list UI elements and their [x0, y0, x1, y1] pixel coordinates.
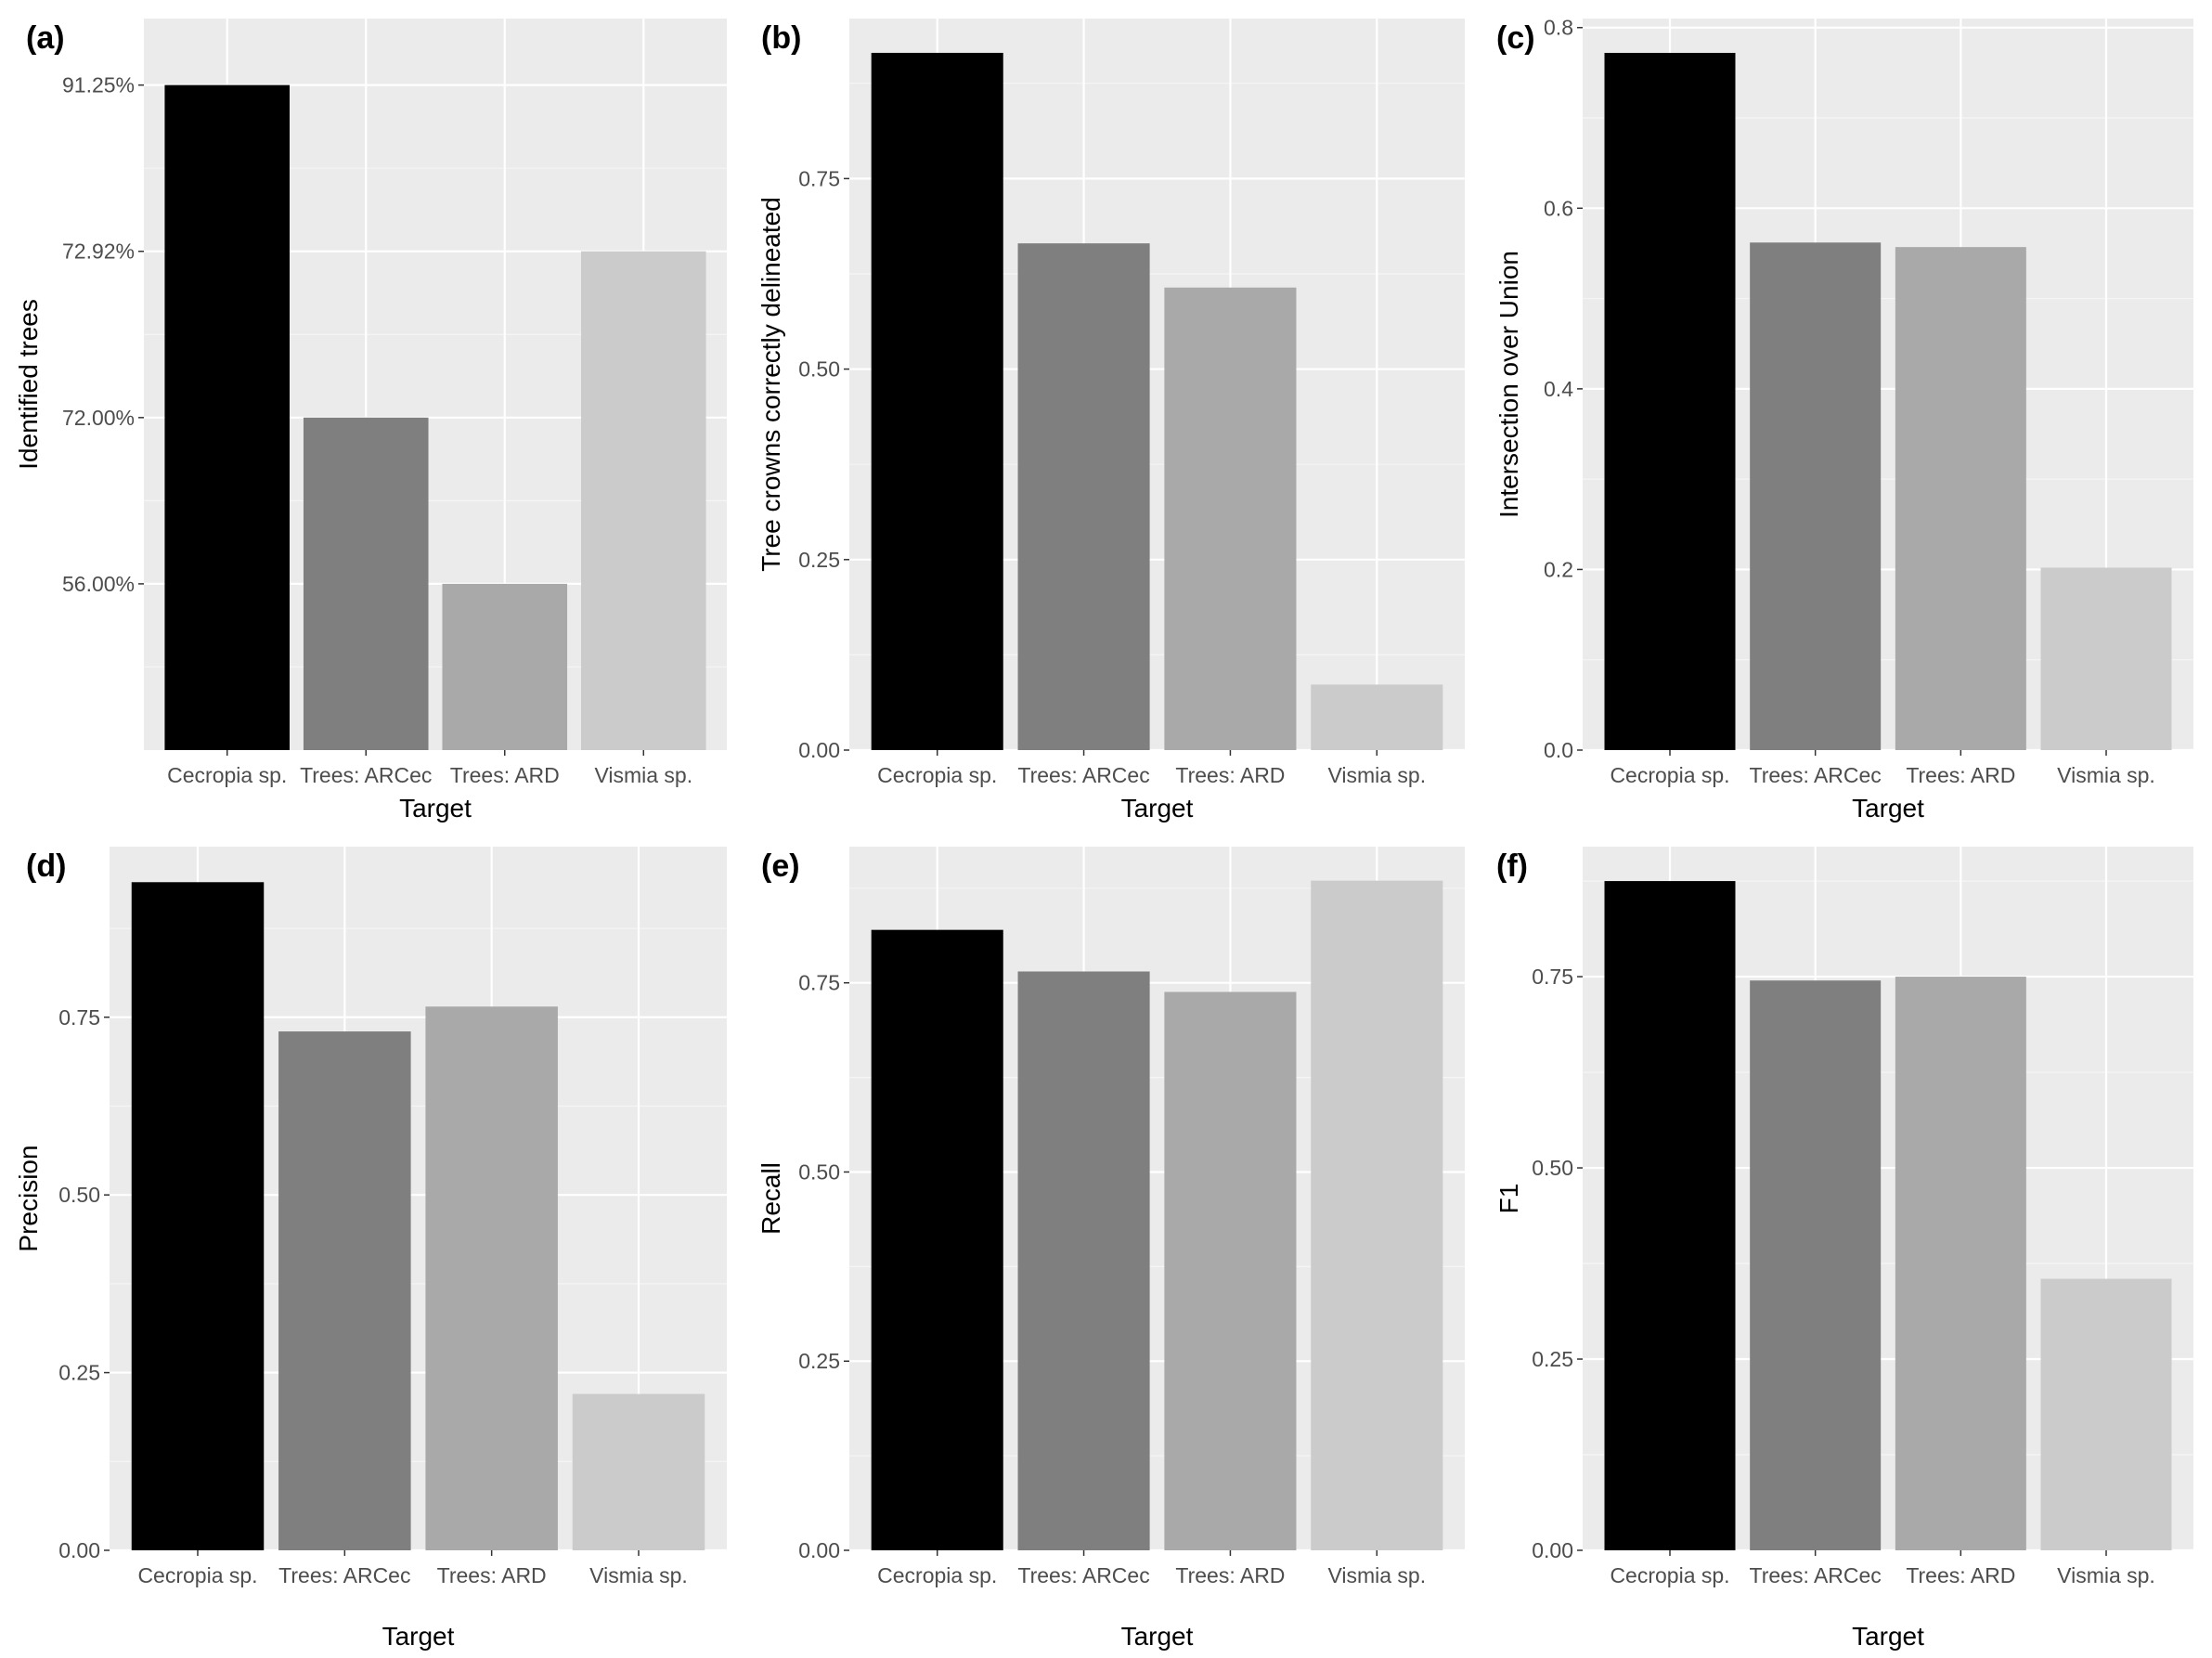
x-tick-label: Vismia sp. — [589, 1563, 688, 1587]
bar-a-1: Cecropia sp.: 91.25% — [164, 84, 290, 751]
y-axis-title: F1 — [1494, 1184, 1523, 1214]
y-tick-label: 0.00 — [798, 1538, 840, 1562]
y-tick-label: 0.50 — [1532, 1156, 1573, 1180]
y-tick-label: 0.0 — [1544, 738, 1573, 762]
bar-a-4: Vismia sp.: 72.92% — [581, 251, 706, 750]
y-tick-label: 72.00% — [62, 406, 135, 430]
y-tick-label: 0.25 — [1532, 1347, 1573, 1371]
bar-c-1: Cecropia sp.: 0.772 — [1604, 52, 1736, 751]
bar-a-3: Trees: ARD: 56.00% — [442, 583, 568, 750]
bar-b-4: Vismia sp.: 0.086 — [1311, 684, 1443, 750]
x-tick-label: Vismia sp. — [1327, 763, 1426, 787]
y-tick-label: 0.75 — [58, 1005, 100, 1030]
x-tick-label: Cecropia sp. — [167, 763, 287, 787]
x-tick-label: Trees: ARD — [450, 763, 560, 787]
bar-c-3: Trees: ARD: 0.557 — [1895, 247, 2026, 750]
bar-e-2: Trees: ARCec: 0.765 — [1017, 971, 1150, 1550]
bar-f-2: Trees: ARCec: 0.745 — [1750, 980, 1882, 1550]
y-tick-label: 0.00 — [58, 1538, 100, 1562]
bar-f-1: Cecropia sp.: 0.875 — [1604, 881, 1736, 1550]
y-axis-title: Tree crowns correctly delineated — [757, 197, 785, 572]
x-tick-label: Cecropia sp. — [1610, 763, 1729, 787]
bar-c-2: Trees: ARCec: 0.562 — [1750, 242, 1882, 751]
panel-tag: (c) — [1496, 20, 1535, 56]
y-tick-label: 0.8 — [1544, 16, 1573, 40]
y-tick-label: 0.75 — [798, 971, 840, 995]
x-tick-label: Trees: ARD — [1906, 1563, 2015, 1587]
x-axis-title: Target — [399, 794, 472, 823]
x-tick-label: Cecropia sp. — [877, 1563, 997, 1587]
panel-tag: (a) — [26, 20, 65, 56]
panel-tag: (b) — [761, 20, 801, 56]
bar-e-3: Trees: ARD: 0.738 — [1164, 991, 1297, 1550]
y-tick-label: 0.00 — [1532, 1538, 1573, 1562]
y-tick-label: 72.92% — [62, 240, 135, 264]
x-tick-label: Trees: ARD — [1175, 1563, 1285, 1587]
x-tick-label: Vismia sp. — [1327, 1563, 1426, 1587]
x-tick-label: Trees: ARD — [1906, 763, 2015, 787]
y-tick-label: 0.50 — [58, 1183, 100, 1207]
bar-b-3: Trees: ARD: 0.607 — [1164, 287, 1297, 750]
x-tick-label: Trees: ARCec — [1750, 1563, 1882, 1587]
y-axis-title: Identified trees — [14, 299, 43, 470]
y-tick-label: 0.50 — [798, 357, 840, 382]
x-tick-label: Cecropia sp. — [1610, 1563, 1729, 1587]
y-tick-label: 0.6 — [1544, 196, 1573, 220]
x-axis-title: Target — [1852, 1622, 1924, 1651]
y-tick-label: 0.4 — [1544, 377, 1573, 401]
x-axis-title: Target — [1852, 794, 1924, 823]
y-tick-label: 0.25 — [58, 1361, 100, 1385]
bar-b-1: Cecropia sp.: 0.915 — [871, 52, 1003, 750]
bar-d-2: Trees: ARCec: 0.73 — [278, 1031, 411, 1550]
y-tick-label: 0.00 — [798, 738, 840, 762]
x-axis-title: Target — [1121, 794, 1194, 823]
panel-tag: (d) — [26, 848, 66, 884]
y-axis-title: Intersection over Union — [1494, 251, 1523, 518]
y-tick-label: 0.75 — [798, 166, 840, 190]
x-tick-label: Cecropia sp. — [877, 763, 997, 787]
x-tick-label: Trees: ARCec — [300, 763, 432, 787]
x-tick-label: Vismia sp. — [2057, 763, 2155, 787]
y-tick-label: 56.00% — [62, 572, 135, 596]
y-tick-label: 0.25 — [798, 548, 840, 572]
x-tick-label: Trees: ARCec — [1750, 763, 1882, 787]
panel-tag: (e) — [761, 848, 800, 884]
x-tick-label: Trees: ARD — [1175, 763, 1285, 787]
panel-a: 56.00% 72.00% 72.92% 91.25% Cecropia sp.: 91… — [14, 19, 727, 823]
bar-a-2: Trees: ARCec: 72.00% — [303, 417, 429, 750]
bar-d-3: Trees: ARD: 0.765 — [425, 1006, 558, 1550]
y-tick-label: 0.75 — [1532, 965, 1573, 989]
bar-f-4: Vismia sp.: 0.355 — [2040, 1278, 2172, 1550]
y-tick-label: 0.25 — [798, 1349, 840, 1373]
y-tick-label: 91.25% — [62, 73, 135, 97]
bar-d-1: Cecropia sp.: 0.94 — [131, 882, 265, 1550]
bar-f-3: Trees: ARD: 0.75 — [1895, 977, 2026, 1550]
x-tick-label: Trees: ARCec — [1017, 763, 1149, 787]
bar-e-1: Cecropia sp.: 0.82 — [871, 929, 1003, 1550]
x-tick-label: Vismia sp. — [594, 763, 692, 787]
bar-e-4: Vismia sp.: 0.885 — [1311, 880, 1443, 1550]
y-axis-title: Precision — [14, 1145, 43, 1251]
x-tick-label: Cecropia sp. — [137, 1563, 257, 1587]
x-tick-label: Trees: ARCec — [1017, 1563, 1149, 1587]
x-tick-label: Vismia sp. — [2057, 1563, 2155, 1587]
y-tick-label: 0.50 — [798, 1159, 840, 1184]
bar-c-4: Vismia sp.: 0.202 — [2040, 567, 2172, 750]
x-tick-label: Trees: ARD — [437, 1563, 547, 1587]
x-axis-title: Target — [382, 1622, 455, 1651]
x-tick-label: Trees: ARCec — [278, 1563, 410, 1587]
x-axis-title: Target — [1121, 1622, 1194, 1651]
bar-d-4: Vismia sp.: 0.22 — [572, 1393, 705, 1550]
y-axis-title: Recall — [757, 1162, 785, 1235]
bar-b-2: Trees: ARCec: 0.665 — [1017, 243, 1150, 750]
panel-tag: (f) — [1496, 848, 1528, 884]
y-tick-label: 0.2 — [1544, 557, 1573, 581]
